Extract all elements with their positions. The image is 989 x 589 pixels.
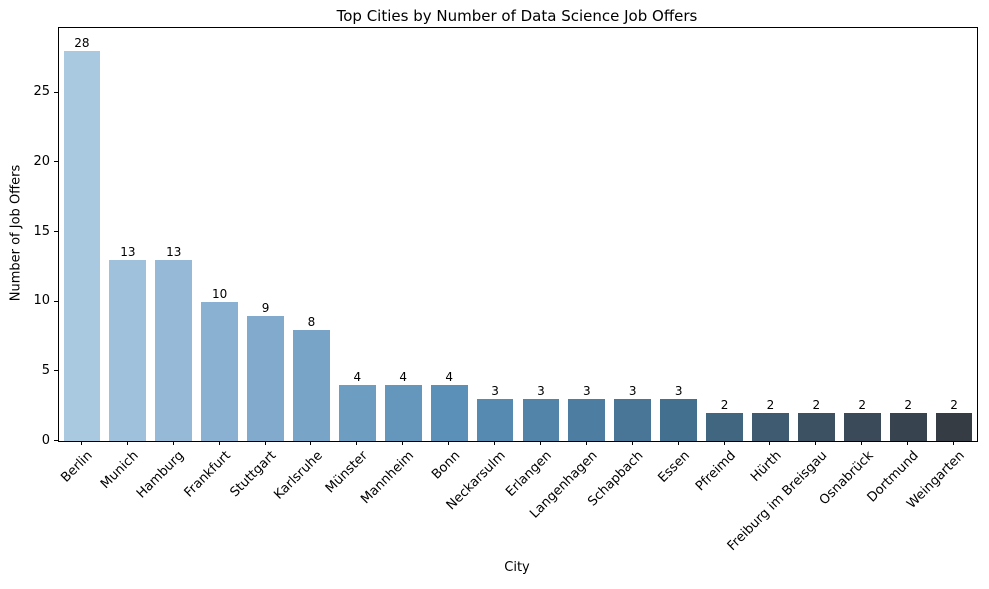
x-tick-label: Hürth xyxy=(747,448,785,485)
x-tick-mark xyxy=(494,441,496,445)
x-tick-label: Hamburg xyxy=(134,448,188,502)
x-tick-mark xyxy=(172,441,174,445)
bar-value-label: 2 xyxy=(812,398,821,413)
x-tick-label: Münster xyxy=(323,448,372,497)
x-tick-mark xyxy=(815,441,817,445)
x-tick-label: Berlin xyxy=(58,448,96,486)
y-tick-mark xyxy=(54,440,58,441)
x-tick-label: Essen xyxy=(655,448,693,486)
bar-value-label: 28 xyxy=(74,35,90,50)
bar-value-label: 3 xyxy=(628,384,637,399)
bar-value-label: 4 xyxy=(445,370,453,385)
bar-value-label: 2 xyxy=(904,398,912,413)
x-tick-label: Munich xyxy=(98,448,142,492)
bar-value-label: 9 xyxy=(261,300,270,315)
chart-title: Top Cities by Number of Data Science Job… xyxy=(336,7,698,25)
y-tick-label: 5 xyxy=(41,362,50,378)
x-tick-label: Pfreimd xyxy=(692,448,739,495)
x-tick-mark xyxy=(264,441,266,445)
bar-berlin xyxy=(63,50,101,441)
x-tick-mark xyxy=(769,441,771,445)
bar-bonn xyxy=(430,385,468,441)
bar-value-label: 2 xyxy=(720,398,729,413)
bar-langenhagen xyxy=(568,399,606,441)
x-tick-mark xyxy=(585,441,587,445)
x-tick-mark xyxy=(356,441,358,445)
x-tick-label: Bonn xyxy=(428,448,464,483)
bar-value-label: 3 xyxy=(491,384,499,399)
x-tick-mark xyxy=(402,441,404,445)
bar-hamburg xyxy=(155,259,193,441)
x-tick-mark xyxy=(861,441,863,445)
bar-value-label: 13 xyxy=(166,244,182,259)
x-tick-label: Frankfurt xyxy=(181,448,234,501)
x-tick-mark xyxy=(907,441,909,445)
x-tick-mark xyxy=(723,441,725,445)
bar-value-label: 2 xyxy=(950,398,958,413)
y-tick-label: 10 xyxy=(33,293,50,309)
y-tick-mark xyxy=(54,231,58,233)
bar-value-label: 10 xyxy=(212,286,228,301)
bar-value-label: 4 xyxy=(353,370,362,385)
x-axis-label: City xyxy=(504,560,530,575)
y-tick-label: 15 xyxy=(33,223,50,239)
y-tick-mark xyxy=(54,91,58,93)
bar-osnabr-ck xyxy=(843,413,881,441)
bar-freiburg-im-breisgau xyxy=(797,413,835,441)
bar-essen xyxy=(660,399,697,441)
plot-area: 28 13 13 10 9 8 4 4 4 3 3 3 3 3 2 2 2 2 2 2 xyxy=(58,27,978,442)
x-tick-mark xyxy=(953,441,955,445)
bar-stuttgart xyxy=(247,315,284,441)
bar-value-label: 3 xyxy=(583,384,591,399)
x-tick-mark xyxy=(677,441,679,445)
bar-value-label: 3 xyxy=(537,384,545,399)
x-tick-mark xyxy=(80,441,82,445)
x-tick-mark xyxy=(126,441,128,445)
bar-value-label: 2 xyxy=(858,398,867,413)
bar-h-rth xyxy=(752,413,789,441)
bar-value-label: 13 xyxy=(120,244,136,259)
bar-dortmund xyxy=(889,413,927,441)
x-tick-mark xyxy=(631,441,633,445)
bar-value-label: 2 xyxy=(766,398,775,413)
y-tick-label: 25 xyxy=(33,84,50,100)
x-tick-mark xyxy=(218,441,220,445)
x-tick-mark xyxy=(539,441,541,445)
x-tick-label: Karlsruhe xyxy=(271,448,326,503)
y-tick-mark xyxy=(54,161,58,163)
x-tick-mark xyxy=(448,441,450,445)
bar-value-label: 3 xyxy=(674,384,683,399)
bar-value-label: 4 xyxy=(399,370,408,385)
bar-frankfurt xyxy=(201,301,238,441)
bar-weingarten xyxy=(935,413,973,441)
bar-neckarsulm xyxy=(476,399,514,441)
bar-pfreimd xyxy=(706,413,743,441)
bar-schapbach xyxy=(614,399,652,441)
x-tick-mark xyxy=(310,441,312,445)
bar-erlangen xyxy=(522,399,560,441)
bar-karlsruhe xyxy=(293,329,330,441)
y-tick-label: 20 xyxy=(33,153,50,169)
bar-munich xyxy=(109,259,147,441)
bar-value-label: 8 xyxy=(307,314,316,329)
y-tick-label: 0 xyxy=(41,432,50,448)
bar-m-nster xyxy=(338,385,376,441)
y-tick-mark xyxy=(54,370,58,372)
bar-mannheim xyxy=(384,385,422,441)
y-tick-mark xyxy=(54,300,58,302)
